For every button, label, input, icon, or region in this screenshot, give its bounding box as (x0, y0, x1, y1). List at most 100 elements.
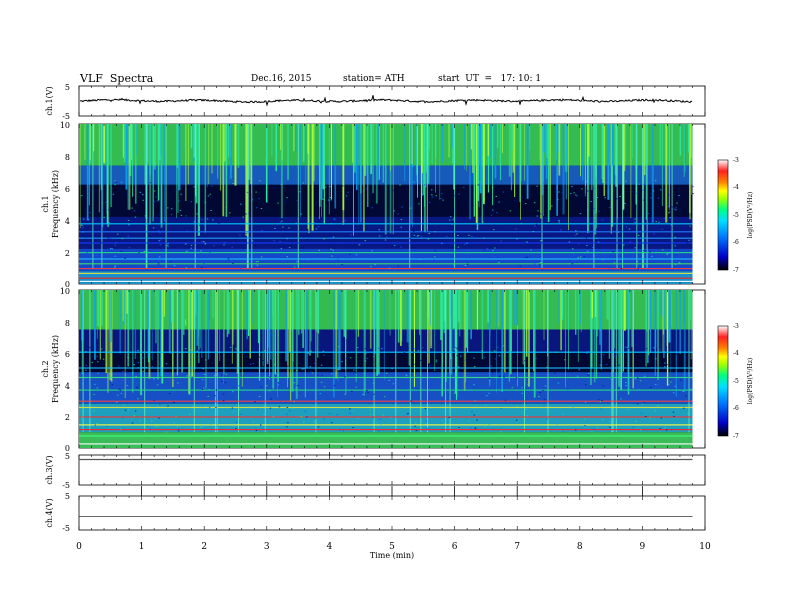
noise-speckle (530, 249, 532, 251)
sferic-streak (376, 290, 378, 376)
sferic-streak (122, 124, 124, 158)
noise-speckle (153, 377, 155, 379)
noise-speckle (299, 191, 301, 193)
noise-speckle (473, 366, 476, 368)
noise-speckle (578, 242, 580, 244)
noise-speckle (369, 409, 371, 411)
noise-speckle (584, 401, 587, 403)
noise-speckle (556, 199, 559, 201)
sferic-streak (687, 124, 690, 153)
noise-speckle (237, 385, 240, 387)
sferic-streak (262, 290, 264, 367)
noise-speckle (263, 203, 265, 205)
sferic-streak (644, 124, 646, 176)
sferic-streak (510, 290, 512, 352)
noise-speckle (427, 238, 430, 240)
sferic-streak (510, 124, 512, 191)
sferic-streak (144, 124, 147, 185)
sferic-streak (135, 124, 137, 204)
sferic-streak (539, 124, 540, 160)
sferic-streak (310, 290, 312, 342)
noise-speckle (173, 422, 175, 424)
sferic-streak (245, 124, 248, 236)
noise-speckle (342, 185, 344, 187)
sferic-streak (392, 124, 394, 235)
noise-speckle (375, 421, 378, 423)
noise-speckle (498, 376, 501, 378)
sferic-streak (383, 290, 385, 380)
sferic-streak (241, 290, 243, 387)
noise-speckle (572, 407, 574, 409)
noise-speckle (97, 372, 100, 374)
sferic-streak (400, 290, 402, 346)
xtick-6: 6 (452, 542, 458, 552)
sferic-streak (384, 124, 387, 235)
noise-speckle (185, 215, 187, 217)
sferic-streak (547, 290, 549, 433)
sferic-streak (416, 124, 418, 176)
noise-speckle (632, 426, 635, 428)
sferic-streak (622, 124, 625, 209)
noise-speckle (326, 401, 328, 403)
noise-speckle (503, 372, 506, 374)
noise-speckle (329, 186, 331, 188)
sferic-streak (661, 124, 663, 206)
noise-speckle (255, 191, 257, 193)
noise-speckle (252, 421, 255, 423)
noise-speckle (82, 383, 84, 385)
noise-speckle (515, 419, 518, 421)
noise-speckle (649, 251, 651, 253)
sferic-streak (323, 124, 325, 224)
noise-speckle (273, 240, 275, 242)
sferic-streak (177, 124, 179, 213)
noise-speckle (246, 390, 248, 392)
noise-speckle (221, 381, 223, 382)
noise-speckle (379, 418, 381, 420)
sferic-streak (690, 290, 691, 320)
noise-speckle (315, 204, 317, 206)
noise-speckle (503, 345, 505, 347)
noise-speckle (286, 238, 289, 240)
noise-speckle (177, 382, 179, 384)
noise-speckle (198, 350, 200, 352)
sferic-streak (79, 124, 81, 229)
sferic-streak (533, 290, 535, 372)
sferic-streak (209, 290, 210, 320)
noise-speckle (85, 351, 87, 353)
noise-speckle (476, 223, 479, 225)
sferic-streak (185, 290, 186, 320)
sferic-streak (623, 290, 626, 331)
noise-speckle (81, 224, 83, 226)
sferic-streak (309, 290, 311, 356)
noise-speckle (218, 223, 220, 224)
noise-speckle (464, 359, 466, 361)
noise-speckle (430, 345, 433, 347)
noise-speckle (640, 359, 643, 361)
noise-speckle (242, 372, 244, 374)
noise-speckle (159, 232, 161, 234)
noise-speckle (520, 223, 523, 225)
noise-speckle (466, 242, 468, 244)
noise-speckle (142, 370, 144, 372)
noise-speckle (131, 207, 133, 209)
noise-speckle (578, 369, 581, 371)
sferic-streak (389, 290, 391, 336)
noise-speckle (467, 217, 470, 219)
sferic-streak (603, 124, 606, 197)
noise-speckle (274, 228, 276, 229)
noise-speckle (489, 425, 491, 427)
noise-speckle (170, 260, 172, 262)
sferic-streak (81, 290, 84, 341)
noise-speckle (653, 346, 655, 348)
noise-speckle (637, 267, 639, 269)
noise-speckle (190, 201, 192, 202)
sferic-streak (512, 290, 515, 325)
noise-speckle (240, 203, 242, 205)
noise-speckle (231, 246, 233, 248)
noise-speckle (116, 394, 119, 396)
noise-speckle (222, 400, 225, 402)
noise-speckle (570, 193, 572, 195)
noise-speckle (96, 387, 99, 389)
noise-speckle (366, 389, 368, 391)
sferic-streak (684, 124, 687, 172)
